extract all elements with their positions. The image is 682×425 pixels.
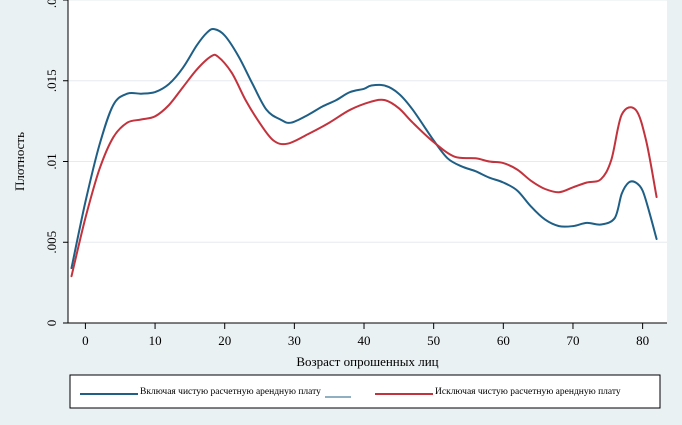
- x-tick-label: 0: [82, 333, 89, 348]
- x-tick-label: 50: [427, 333, 440, 348]
- legend-box: [69, 374, 661, 409]
- y-tick-label: 0: [44, 320, 59, 327]
- x-tick-label: 70: [566, 333, 579, 348]
- x-tick-label: 80: [636, 333, 649, 348]
- x-axis-title: Возраст опрошенных лиц: [296, 354, 438, 369]
- y-tick-label: .02: [44, 0, 59, 8]
- x-tick-label: 20: [218, 333, 231, 348]
- y-tick-label: .01: [44, 153, 59, 169]
- x-tick-label: 10: [149, 333, 162, 348]
- grid-lines: [68, 0, 667, 243]
- x-tick-label: 60: [497, 333, 510, 348]
- series-line-excluding-rent: [70, 53, 658, 278]
- y-axis-title: Плотность: [12, 132, 27, 191]
- x-tick-label: 30: [288, 333, 301, 348]
- y-tick-label: .005: [44, 231, 59, 254]
- y-tick-label: .015: [44, 69, 59, 92]
- x-ticks: 0 10 20 30 40 50 60 70 80: [82, 323, 649, 348]
- x-tick-label: 40: [358, 333, 371, 348]
- legend: Включая чистую расчетную арендную плату …: [69, 374, 661, 409]
- legend-label-excluding-rent: Исключая чистую расчетную арендную плату: [435, 387, 621, 397]
- series-line-including-rent: [70, 27, 658, 270]
- series-lines: [70, 27, 658, 278]
- legend-label-including-rent: Включая чистую расчетную арендную плату: [140, 387, 321, 397]
- y-ticks: 0 .005 .01 .015 .02: [44, 0, 68, 326]
